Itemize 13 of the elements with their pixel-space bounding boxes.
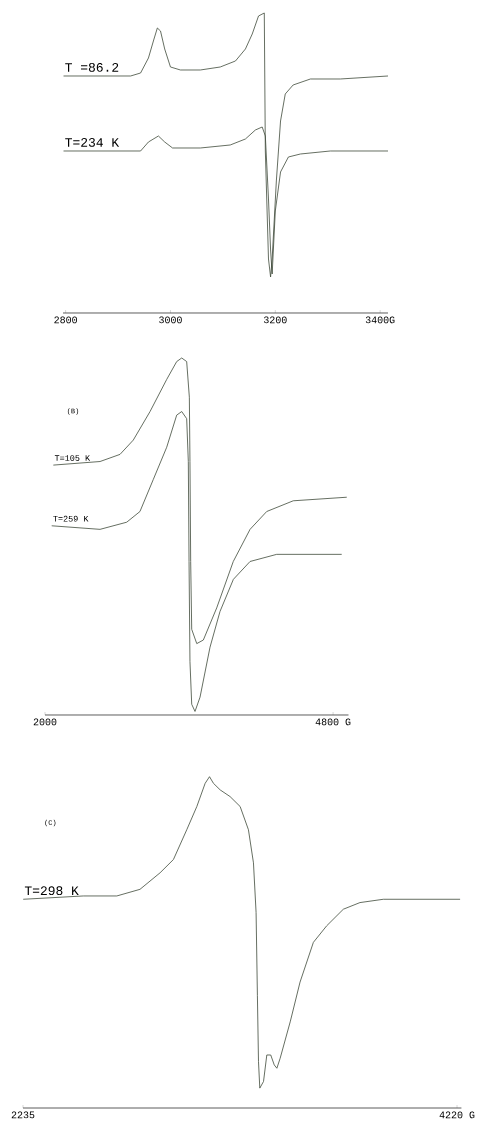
series-label: T=298 K xyxy=(24,886,79,896)
x-tick-label: 2235 xyxy=(11,1111,35,1119)
x-tick-label: 2800 xyxy=(54,316,77,324)
x-tick-label: 3200 xyxy=(263,316,287,324)
series-label: T=105 K xyxy=(54,455,91,461)
series-label: T=259 K xyxy=(53,515,89,522)
x-tick-label: 3000 xyxy=(159,316,182,324)
series-label: T =86.2 xyxy=(65,63,119,72)
x-tick-label: 4220 G xyxy=(439,1111,475,1119)
x-tick-label: 4800 G xyxy=(315,718,351,726)
series-label: T=234 K xyxy=(65,138,120,147)
x-tick-label: 2000 xyxy=(33,718,57,726)
x-tick-label: 3400G xyxy=(365,316,395,324)
